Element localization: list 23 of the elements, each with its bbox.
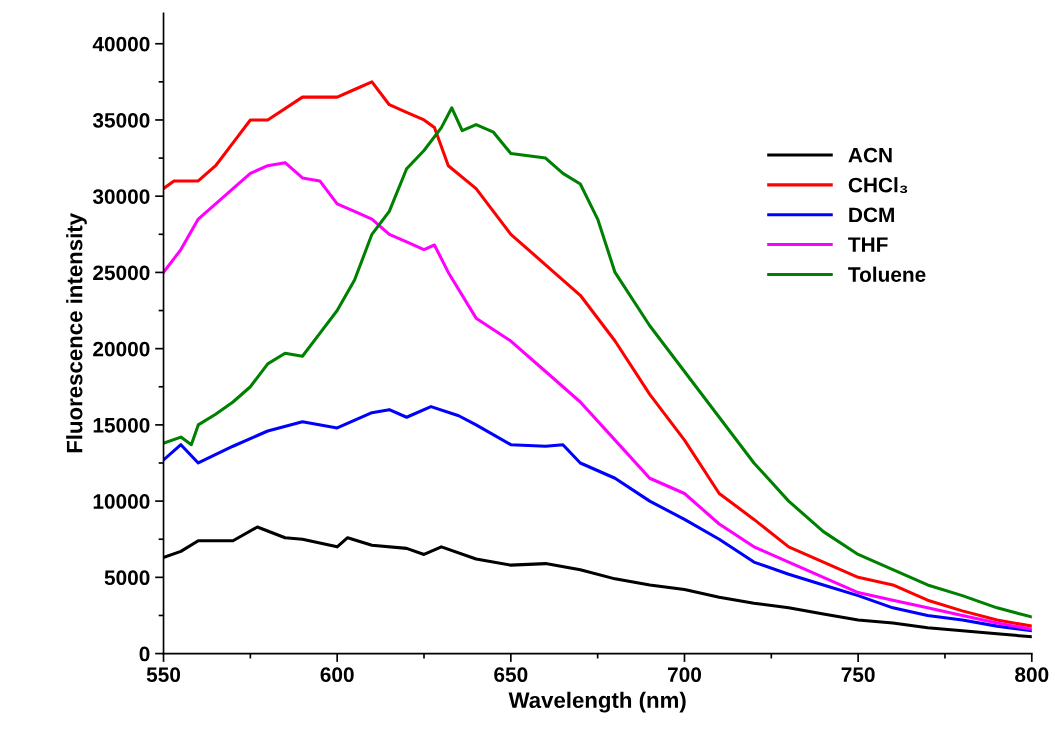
x-axis-title: Wavelength (nm) (508, 691, 686, 713)
y-tick-label: 40000 (92, 36, 150, 52)
x-tick-label: 750 (841, 667, 875, 683)
y-tick-label: 10000 (93, 494, 150, 509)
x-tick-label: 600 (320, 667, 354, 683)
y-tick-label: 30000 (92, 189, 150, 204)
x-tick-label: 700 (668, 667, 702, 683)
y-tick-label: 20000 (93, 341, 150, 357)
x-tick-label: 550 (146, 667, 181, 683)
legend-label: CHCl₃ (848, 177, 908, 193)
line-series (163, 405, 1032, 633)
y-tick-label: 35000 (92, 112, 150, 128)
y-tick-label: 15000 (93, 417, 150, 433)
y-tick-label: 5000 (104, 570, 150, 586)
legend-label: ACN (848, 147, 892, 163)
x-tick-label: 800 (1015, 667, 1049, 683)
legend-label: DCM (849, 207, 894, 223)
y-tick-label: 25000 (93, 265, 150, 281)
legend-label: THF (848, 237, 888, 252)
x-tick-label: 650 (494, 667, 528, 683)
legend-label: Toluene (848, 266, 926, 282)
y-tick-label: 0 (139, 646, 150, 662)
y-axis-title: Fluorescence intensity (66, 213, 87, 453)
